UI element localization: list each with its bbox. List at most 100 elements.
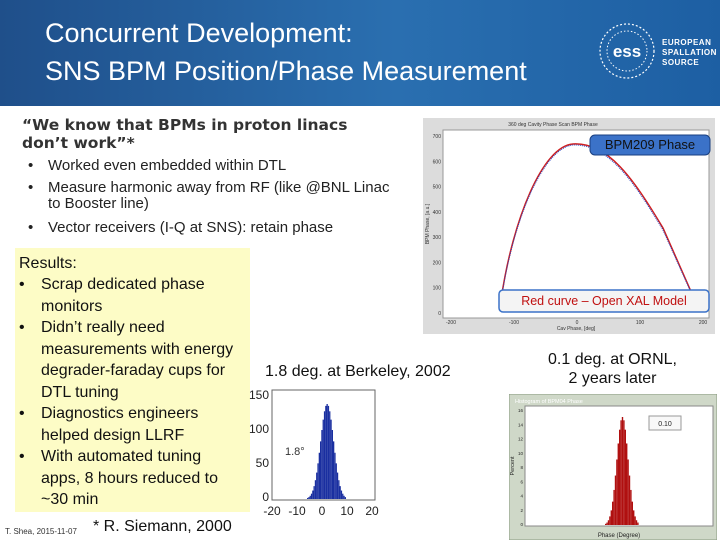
- citation: * R. Siemann, 2000: [93, 518, 232, 535]
- hist-bar: [314, 480, 317, 499]
- hist-bar: [339, 486, 341, 499]
- hist-bar: [312, 490, 314, 499]
- title-line: Concurrent Development:: [45, 18, 353, 48]
- hist-bar: [329, 411, 331, 499]
- hist-bar: [318, 452, 320, 499]
- x-tick-label: -10: [288, 504, 306, 518]
- hist-bar: [333, 441, 335, 499]
- y-tick-label: 50: [256, 456, 270, 470]
- hist-bar: [637, 522, 639, 525]
- hist-bar: [327, 405, 330, 499]
- model-curve: [500, 143, 694, 301]
- hist-bar: [609, 516, 611, 525]
- plot-annotation: 0.10: [658, 421, 672, 428]
- y-tick-label: 100: [433, 286, 442, 292]
- hist-bar: [313, 486, 315, 499]
- plot-label: BPM209 Phase: [605, 137, 695, 152]
- hist-bar: [626, 443, 628, 525]
- hist-bar: [334, 452, 336, 499]
- x-tick-label: 0: [319, 504, 326, 518]
- result-item: • Didn’t really need measurements with en…: [19, 317, 244, 403]
- y-tick-label: 14: [518, 422, 524, 427]
- hist-bar: [633, 510, 635, 525]
- phase-scan-plot: 360 deg Cavity Phase Scan BPM Phase BPM2…: [423, 118, 715, 334]
- y-tick-label: 16: [518, 408, 524, 413]
- hist-bar: [310, 493, 313, 499]
- logo-line: SPALLATION: [662, 48, 717, 57]
- hist-bar: [330, 419, 332, 499]
- hist-bar: [326, 404, 328, 499]
- hist-bar: [344, 497, 346, 499]
- plot-annotation: 1.8°: [285, 446, 305, 458]
- hist-bar: [610, 510, 612, 525]
- y-tick-label: 0: [262, 490, 269, 504]
- annotation-box: [648, 415, 682, 431]
- hist-bar: [612, 501, 614, 525]
- hist-bar: [340, 490, 343, 499]
- note-box: [498, 289, 710, 313]
- hist-bar: [616, 459, 618, 525]
- x-tick-label: -200: [446, 320, 456, 326]
- hist-bar: [325, 405, 327, 499]
- y-tick-label: 0: [438, 311, 441, 317]
- result-item: • With automated tuning apps, 8 hours red…: [19, 446, 244, 511]
- y-tick-label: 0: [520, 522, 523, 527]
- label-box: [589, 134, 711, 156]
- hist-bar: [634, 516, 636, 525]
- hist-bar: [338, 480, 340, 499]
- hist-bar: [336, 472, 339, 499]
- hist-bar: [630, 489, 632, 525]
- measured-points: [500, 144, 694, 302]
- results-heading: Results:: [19, 255, 77, 272]
- hist-bar: [620, 420, 622, 525]
- y-tick-label: 300: [433, 235, 442, 241]
- bullet-text: Measure harmonic away from RF (like @BNL…: [48, 179, 390, 212]
- hist-bar: [320, 441, 322, 499]
- y-tick-label: 500: [433, 185, 442, 191]
- hist-bar: [607, 520, 610, 525]
- x-axis-label: Phase (Degree): [598, 533, 640, 539]
- logo-ring: [599, 23, 655, 79]
- plot-caption: 1.8 deg. at Berkeley, 2002: [265, 363, 451, 380]
- plot-caption: 0.1 deg. at ORNL, 2 years later: [520, 350, 705, 388]
- x-tick-label: 100: [636, 320, 645, 326]
- result-text: Scrap dedicated phase monitors: [41, 276, 205, 315]
- hist-bar: [614, 475, 617, 525]
- logo-ring: [606, 30, 648, 72]
- hist-bar: [635, 520, 638, 525]
- logo-line: SOURCE: [662, 58, 700, 67]
- result-text: Diagnostics engineers helped design LLRF: [41, 405, 199, 444]
- plot-area: [442, 129, 710, 319]
- y-tick-label: 12: [518, 437, 524, 442]
- hist-bar: [621, 417, 624, 525]
- hist-bar: [323, 411, 326, 499]
- hist-bar: [308, 497, 310, 499]
- y-tick-label: 150: [249, 388, 269, 402]
- y-axis-label: BPM Phase, [a.u.]: [425, 203, 431, 244]
- x-tick-label: 200: [699, 320, 708, 326]
- hist-bar: [309, 495, 311, 499]
- hist-bar: [605, 523, 607, 525]
- hist-bar: [343, 495, 345, 499]
- y-tick-label: 6: [520, 479, 523, 484]
- bullet-text: Vector receivers (I-Q at SNS): retain ph…: [48, 219, 334, 236]
- y-tick-label: 700: [433, 134, 442, 140]
- result-text: With automated tuning apps, 8 hours redu…: [41, 448, 219, 508]
- panel-title: 360 deg Cavity Phase Scan BPM Phase: [508, 122, 598, 128]
- x-axis-label: Cav Phase, [deg]: [557, 326, 596, 332]
- hist-bar: [613, 489, 615, 525]
- hist-bar: [617, 443, 619, 525]
- caption-line: 2 years later: [568, 370, 657, 387]
- results-box: Results: • Scrap dedicated phase monitors…: [15, 248, 250, 512]
- hist-bar: [322, 419, 324, 499]
- hist-bar: [307, 497, 309, 499]
- x-tick-label: 20: [365, 504, 379, 518]
- y-tick-label: 100: [249, 422, 269, 436]
- result-item: • Scrap dedicated phase monitors: [19, 274, 244, 317]
- bullet-text: Worked even embedded within DTL: [48, 157, 287, 174]
- y-tick-label: 8: [520, 465, 523, 470]
- logo-mark: ess: [599, 23, 655, 79]
- result-text: Didn’t really need measurements with ene…: [41, 319, 234, 401]
- hist-bar: [624, 429, 626, 525]
- hist-bar: [631, 501, 633, 525]
